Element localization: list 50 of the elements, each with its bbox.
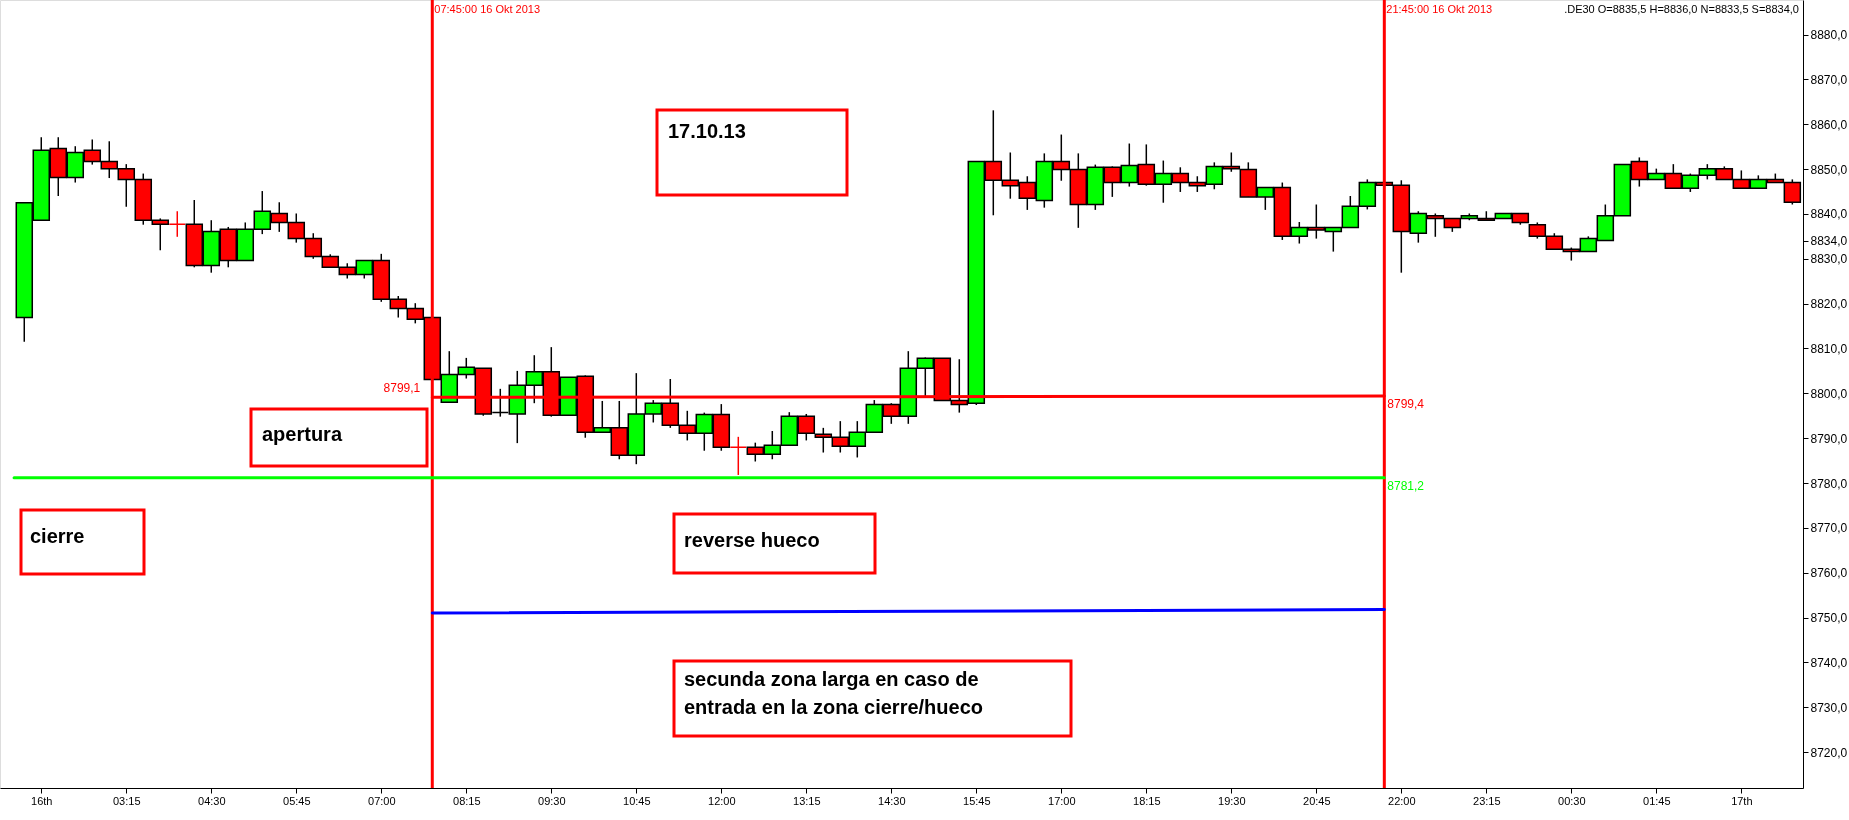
data-label: 8799,1: [383, 381, 421, 396]
data-label: 8781,2: [1387, 478, 1425, 493]
x-tick-label: 17th: [1731, 794, 1753, 807]
x-tick-label: 10:45: [623, 794, 651, 807]
y-tick-label: 8780,0: [1810, 476, 1848, 491]
x-tick-label: 20:45: [1303, 794, 1331, 807]
y-tick-label: 8750,0: [1810, 611, 1848, 626]
x-tick-label: 23:15: [1473, 794, 1501, 807]
x-tick-label: 03:15: [113, 794, 141, 807]
y-tick-label: 8870,0: [1810, 72, 1848, 87]
x-tick-label: 04:30: [198, 794, 226, 807]
x-tick-label: 01:45: [1643, 794, 1671, 807]
y-tick-label: 8720,0: [1810, 745, 1848, 760]
y-tick-label: 8730,0: [1810, 700, 1848, 715]
ref-line-label: 21:45:00 16 Okt 2013: [1386, 3, 1493, 15]
x-tick-label: 12:00: [708, 794, 736, 807]
y-tick-label: 8860,0: [1810, 117, 1848, 132]
x-tick-label: 14:30: [878, 794, 906, 807]
y-tick-label: 8790,0: [1810, 431, 1848, 446]
data-label: 8799,4: [1387, 397, 1425, 412]
x-tick-label: 17:00: [1048, 794, 1076, 807]
x-tick-label: 13:15: [793, 794, 821, 807]
x-tick-label: 05:45: [283, 794, 311, 807]
y-tick-label: 8850,0: [1810, 162, 1848, 177]
y-tick-label: 8810,0: [1810, 341, 1848, 356]
x-tick-label: 07:00: [368, 794, 396, 807]
annotation: secunda zona larga en caso de entrada en la zona cierre/hueco: [684, 668, 983, 718]
y-tick-label: 8880,0: [1810, 28, 1848, 43]
x-tick-label: 15:45: [963, 794, 991, 807]
y-tick-label: 8820,0: [1810, 297, 1848, 312]
x-tick-label: 00:30: [1558, 794, 1586, 807]
annotation: .DE30 O=8835,5 H=8836,0 N=8833,5 S=8834,0: [1564, 3, 1799, 15]
annotation: 17.10.13: [668, 120, 746, 142]
x-tick-label: 09:30: [538, 794, 566, 807]
y-tick-label: 8840,0: [1810, 207, 1848, 222]
ref-line-label: 07:45:00 16 Okt 2013: [434, 3, 541, 15]
y-tick-label: 8834,0: [1810, 234, 1848, 249]
y-tick-label: 8830,0: [1810, 252, 1848, 267]
x-tick-label: 08:15: [453, 794, 481, 807]
y-tick-label: 8760,0: [1810, 566, 1848, 581]
y-tick-label: 8770,0: [1810, 521, 1848, 536]
y-tick-label: 8800,0: [1810, 386, 1848, 401]
annotation: apertura: [262, 423, 343, 445]
annotation: reverse hueco: [684, 529, 820, 551]
y-tick-label: 8740,0: [1810, 655, 1848, 670]
x-tick-label: 16th: [31, 794, 53, 807]
x-tick-label: 18:15: [1133, 794, 1161, 807]
annotation: cierre: [30, 525, 85, 547]
x-tick-label: 22:00: [1388, 794, 1416, 807]
x-tick-label: 19:30: [1218, 794, 1246, 807]
